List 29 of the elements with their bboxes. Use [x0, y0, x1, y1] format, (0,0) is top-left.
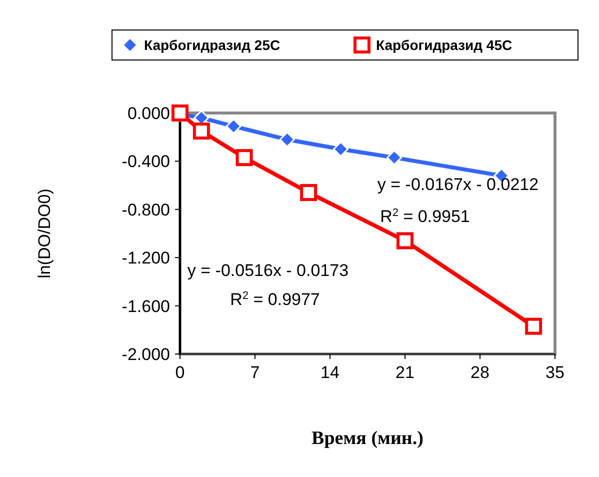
- point: [236, 149, 253, 166]
- legend-label: Карбогидразид 45С: [376, 36, 512, 53]
- y-tick-label: -0.800: [122, 200, 170, 220]
- annotation: R$^{2}$ = 0.9977: [230, 290, 320, 309]
- y-tick-label: -2.000: [122, 344, 170, 364]
- x-tick-label: 28: [470, 363, 490, 382]
- x-tick-label: 0: [175, 363, 185, 382]
- x-axis-title: Время (мин.): [312, 428, 424, 449]
- y-axis-title: ln(DO/DO0): [35, 188, 54, 278]
- y-tick-label: -0.400: [122, 152, 170, 172]
- annotation: R$^{2}$ = 0.9951: [380, 207, 470, 226]
- x-tick-label: 35: [546, 363, 564, 382]
- y-tick-label: -1.200: [122, 248, 170, 268]
- point: [300, 184, 318, 202]
- point: [396, 232, 414, 250]
- point: [332, 141, 348, 157]
- point: [192, 122, 210, 140]
- annotation: y = -0.0516x - 0.0173: [187, 261, 349, 280]
- point: [226, 118, 242, 134]
- x-tick-label: 14: [320, 363, 340, 382]
- x-tick-label: 21: [396, 363, 414, 382]
- annotation: y = -0.0167x - 0.0212: [377, 175, 539, 194]
- y-tick-label: 0.000: [127, 104, 170, 123]
- point: [386, 150, 402, 166]
- x-tick-label: 7: [250, 363, 260, 382]
- point: [279, 132, 295, 148]
- y-tick-label: -1.600: [122, 296, 170, 316]
- point: [525, 318, 542, 335]
- legend-label: Карбогидразид 25С: [144, 36, 280, 53]
